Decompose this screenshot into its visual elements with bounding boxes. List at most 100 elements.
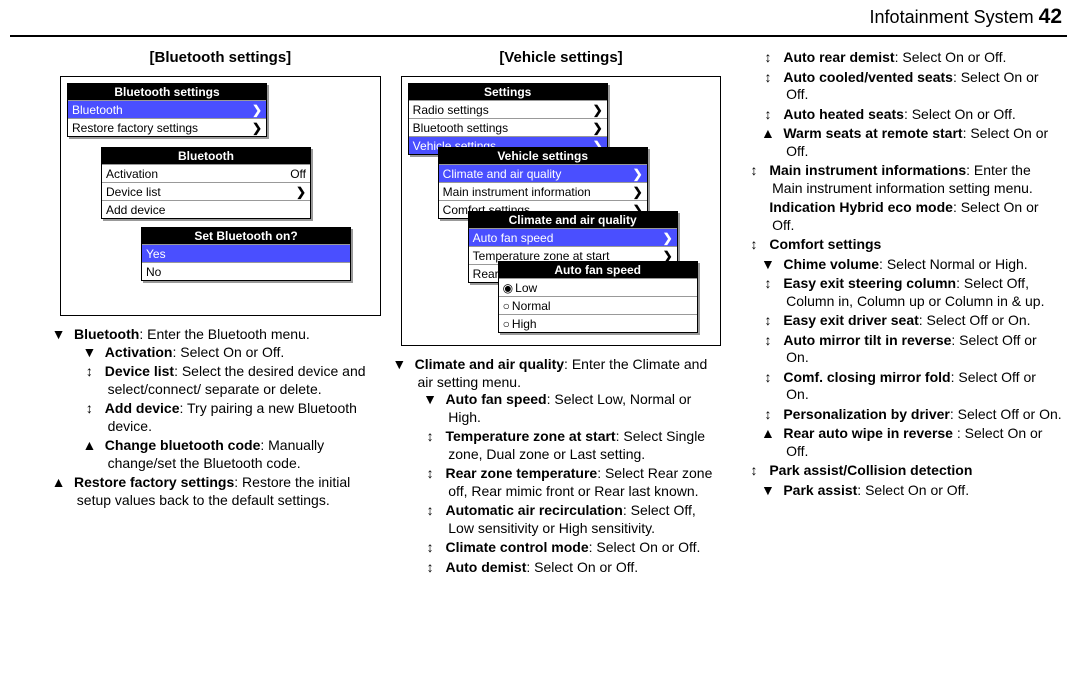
column-bluetooth: [Bluetooth settings] Bluetooth settingsB…	[60, 49, 381, 578]
bullet-symbol: ▲	[60, 474, 74, 492]
list-item: ↕Add device: Try pairing a new Bluetooth…	[91, 400, 381, 435]
list-item-term: Auto fan speed	[445, 391, 546, 407]
list-item: ↕Easy exit driver seat: Select Off or On…	[741, 312, 1062, 330]
panel-title: Vehicle settings	[439, 148, 647, 164]
panel-auto-fan-speed: Auto fan speed LowNormalHigh	[498, 261, 698, 333]
page-header: Infotainment System 42	[10, 0, 1067, 37]
sub-list: ▼Activation: Select On or Off.↕Device li…	[77, 344, 381, 473]
panel-row-value: ❯	[633, 167, 643, 181]
panel-set-bluetooth-on: Set Bluetooth on? YesNo	[141, 227, 351, 281]
panel-title: Bluetooth	[102, 148, 310, 164]
list-item-term: Main instrument informations	[769, 162, 966, 178]
bluetooth-description-list: ▼Bluetooth: Enter the Bluetooth menu.▼Ac…	[60, 326, 381, 509]
panel-row-value: ❯	[296, 185, 306, 199]
bullet-symbol: ↕	[769, 106, 783, 124]
page-number: 42	[1039, 5, 1062, 28]
list-item: ↕Automatic air recirculation: Select Off…	[431, 502, 721, 537]
radio-icon	[503, 317, 510, 331]
sub-list: ▼Auto fan speed: Select Low, Normal or H…	[417, 391, 721, 576]
panel-row[interactable]: Add device	[102, 200, 310, 218]
panel-row[interactable]: Restore factory settings❯	[68, 118, 266, 136]
panel-bluetooth: BluetoothActivationOffDevice list❯ Add de…	[101, 147, 311, 219]
panel-row-value: ❯	[633, 185, 643, 199]
panel-row[interactable]: Bluetooth settings❯	[409, 118, 607, 136]
panel-row[interactable]: No	[142, 262, 350, 280]
list-item-term: Park assist/Collision detection	[769, 462, 972, 478]
section-title-vehicle: [Vehicle settings]	[401, 49, 722, 66]
panel-row-value: Off	[290, 167, 306, 181]
panel-vehicle-settings: Vehicle settingsClimate and air quality❯…	[438, 147, 648, 219]
panel-title: Bluetooth settings	[68, 84, 266, 100]
panel-row-label: Add device	[106, 203, 165, 217]
bullet-symbol: ↕	[755, 462, 769, 480]
panel-row[interactable]: Device list❯	[102, 182, 310, 200]
panel-row-value: ❯	[663, 231, 673, 245]
bullet-symbol: ▼	[769, 256, 783, 274]
screenshot-bluetooth: Bluetooth settingsBluetooth❯Restore fact…	[60, 76, 381, 316]
bullet-symbol: ↕	[769, 332, 783, 350]
list-item: ↕Auto cooled/vented seats: Select On or …	[741, 69, 1062, 104]
bullet-symbol: ↕	[431, 502, 445, 520]
list-item-term: Rear auto wipe in reverse	[783, 425, 957, 441]
panel-row-value: ❯	[252, 103, 262, 117]
list-item-desc: : Select Off or On.	[950, 406, 1062, 422]
panel-row-label: Low	[513, 281, 693, 295]
chevron-right-icon: ❯	[633, 185, 643, 199]
list-item-term: Automatic air recirculation	[445, 502, 622, 518]
list-item-desc: : Select On or Off.	[904, 106, 1016, 122]
list-item-term: Park assist	[783, 482, 857, 498]
panel-row[interactable]: High	[499, 314, 697, 332]
bullet-symbol: ↕	[755, 162, 769, 180]
panel-row-label: Main instrument information	[443, 185, 591, 199]
list-item: ↕Climate control mode: Select On or Off.	[431, 539, 721, 557]
panel-row-label: Bluetooth	[72, 103, 123, 117]
section-title-bluetooth: [Bluetooth settings]	[60, 49, 381, 66]
list-item-term: Personalization by driver	[783, 406, 950, 422]
bullet-symbol: ↕	[769, 406, 783, 424]
panel-row[interactable]: Climate and air quality❯	[439, 164, 647, 182]
list-item: ↕Personalization by driver: Select Off o…	[741, 406, 1062, 424]
list-item-term: Auto cooled/vented seats	[783, 69, 953, 85]
content-columns: [Bluetooth settings] Bluetooth settingsB…	[10, 37, 1067, 578]
list-item: ↕Park assist/Collision detection	[741, 462, 1062, 480]
list-item: ▼Activation: Select On or Off.	[91, 344, 381, 362]
panel-title: Set Bluetooth on?	[142, 228, 350, 244]
panel-row[interactable]: Yes	[142, 244, 350, 262]
list-item: ▼Bluetooth: Enter the Bluetooth menu.▼Ac…	[60, 326, 381, 472]
bullet-symbol: ↕	[769, 69, 783, 87]
panel-row[interactable]: Bluetooth ❯	[68, 100, 266, 118]
list-item: ↕Temperature zone at start: Select Singl…	[431, 428, 721, 463]
column-vehicle: [Vehicle settings] SettingsRadio setting…	[401, 49, 722, 578]
panel-row[interactable]: Main instrument information ❯	[439, 182, 647, 200]
list-item-term: Easy exit steering column	[783, 275, 956, 291]
list-item: ↕Auto rear demist: Select On or Off.	[741, 49, 1062, 67]
list-item-term: Restore factory settings	[74, 474, 234, 490]
list-item: ↕Easy exit steering column: Select Off, …	[741, 275, 1062, 310]
list-item-desc: : Select Normal or High.	[879, 256, 1028, 272]
list-item-desc: : Select On or Off.	[857, 482, 969, 498]
panel-row[interactable]: ActivationOff	[102, 164, 310, 182]
panel-row[interactable]: Auto fan speed❯	[469, 228, 677, 246]
panel-row[interactable]: Normal	[499, 296, 697, 314]
list-item-term: Bluetooth	[74, 326, 139, 342]
list-item-term: Warm seats at remote start	[783, 125, 962, 141]
panel-row-label: Yes	[146, 247, 166, 261]
bullet-symbol: ↕	[431, 465, 445, 483]
panel-row[interactable]: Low	[499, 278, 697, 296]
panel-title: Auto fan speed	[499, 262, 697, 278]
list-item: ▼Auto fan speed: Select Low, Normal or H…	[431, 391, 721, 426]
list-item: ▲Restore factory settings: Restore the i…	[60, 474, 381, 509]
vehicle-description-list: ▼Climate and air quality: Enter the Clim…	[401, 356, 722, 576]
panel-row-label: Radio settings	[413, 103, 489, 117]
bullet-symbol: ▼	[769, 482, 783, 500]
bullet-symbol: ↕	[769, 49, 783, 67]
column-continued: ↕Auto rear demist: Select On or Off.↕Aut…	[741, 49, 1062, 578]
bullet-symbol: ▼	[91, 344, 105, 362]
chevron-right-icon: ❯	[593, 121, 603, 135]
bullet-symbol: ↕	[91, 400, 105, 418]
list-item-term: Auto mirror tilt in reverse	[783, 332, 951, 348]
bullet-symbol: ↕	[91, 363, 105, 381]
panel-row[interactable]: Radio settings❯	[409, 100, 607, 118]
bullet-symbol: ↕	[431, 539, 445, 557]
panel-title: Settings	[409, 84, 607, 100]
